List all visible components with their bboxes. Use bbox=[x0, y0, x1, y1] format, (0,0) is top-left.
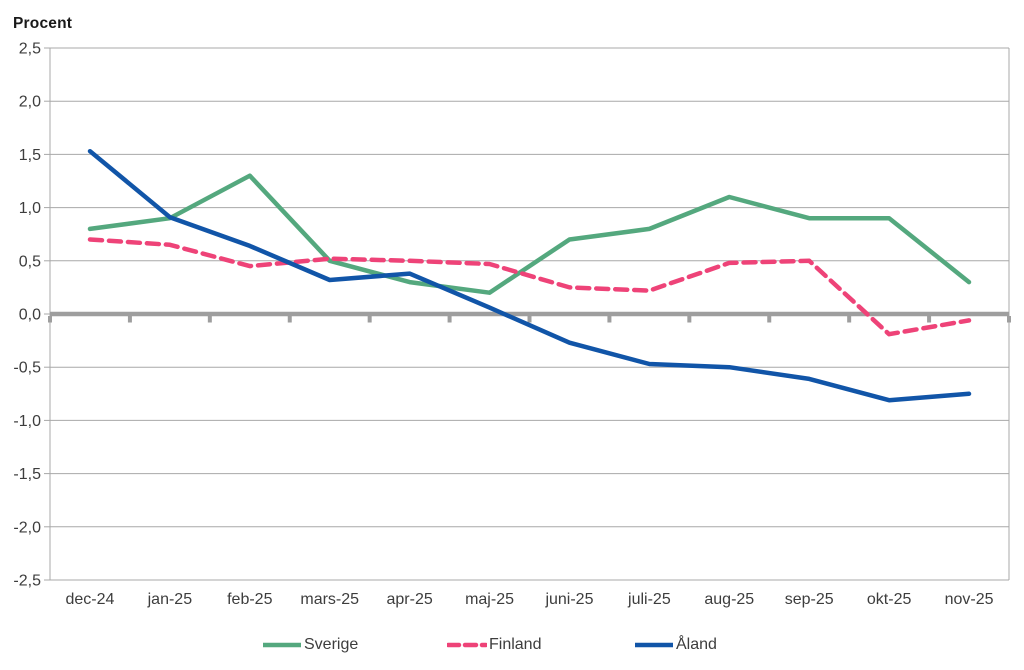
chart-legend: Sverige Finland Åland bbox=[0, 633, 1024, 659]
y-axis-label: 2,0 bbox=[19, 94, 41, 111]
y-axis-label: -2,5 bbox=[13, 573, 41, 590]
legend-label-sverige: Sverige bbox=[304, 636, 359, 653]
y-axis-label: -1,5 bbox=[13, 466, 41, 483]
legend-label-finland: Finland bbox=[489, 636, 542, 653]
x-axis-label: maj-25 bbox=[465, 591, 514, 608]
x-axis-label: mars-25 bbox=[300, 591, 359, 608]
legend-item-sverige: Sverige bbox=[262, 633, 358, 657]
legend-swatch-finland-icon bbox=[447, 642, 487, 648]
y-axis-label: 2,5 bbox=[19, 41, 41, 58]
x-axis-label: aug-25 bbox=[704, 591, 754, 608]
legend-item-aland: Åland bbox=[634, 633, 717, 657]
y-axis-label: -2,0 bbox=[13, 519, 41, 536]
x-axis-label: feb-25 bbox=[227, 591, 272, 608]
chart-title: Procent bbox=[13, 15, 73, 32]
x-axis-label: juni-25 bbox=[544, 591, 593, 608]
y-axis-label: 0,0 bbox=[19, 307, 41, 324]
x-axis-label: dec-24 bbox=[65, 591, 114, 608]
x-axis-label: sep-25 bbox=[785, 591, 834, 608]
x-axis-label: nov-25 bbox=[945, 591, 994, 608]
legend-item-finland: Finland bbox=[447, 633, 541, 657]
y-axis-label: 1,5 bbox=[19, 147, 41, 164]
y-axis-label: -0,5 bbox=[13, 360, 41, 377]
legend-label-aland: Åland bbox=[676, 636, 717, 653]
series-line-finland bbox=[87, 237, 972, 337]
x-axis-label: juli-25 bbox=[627, 591, 671, 608]
x-axis-label: okt-25 bbox=[867, 591, 912, 608]
y-axis-label: 0,5 bbox=[19, 253, 41, 270]
series-line-land bbox=[87, 148, 972, 403]
series-line-sverige bbox=[87, 173, 972, 295]
y-axis-label: 1,0 bbox=[19, 200, 41, 217]
y-axis-label: -1,0 bbox=[13, 413, 41, 430]
x-axis-label: jan-25 bbox=[147, 591, 193, 608]
legend-swatch-aland-icon bbox=[635, 642, 673, 648]
legend-swatch-sverige-icon bbox=[263, 642, 301, 648]
x-axis-label: apr-25 bbox=[387, 591, 433, 608]
